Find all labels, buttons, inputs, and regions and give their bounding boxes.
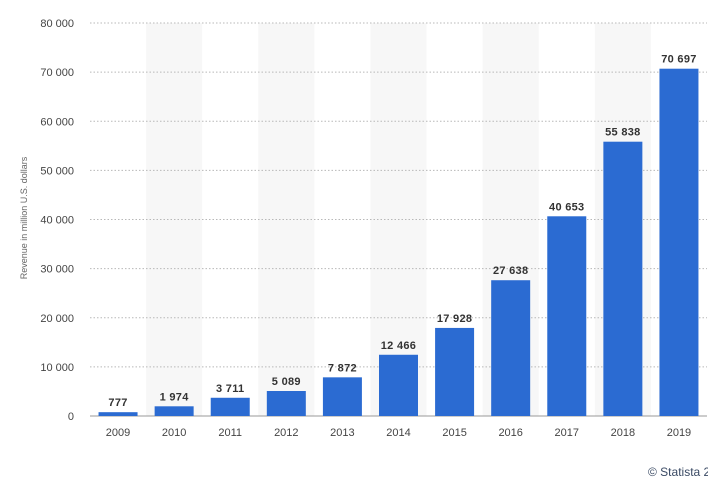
- bars: [98, 68, 699, 416]
- x-tick-label-2013: 2013: [330, 427, 354, 439]
- x-tick-label-2011: 2011: [218, 427, 242, 439]
- y-axis-title: Revenue in million U.S. dollars: [19, 156, 29, 279]
- y-tick-label: 10 000: [40, 362, 74, 374]
- bar-2012: [266, 391, 306, 416]
- data-label-2019: 70 697: [661, 54, 696, 66]
- bar-2014: [379, 354, 418, 416]
- y-tick-label: 20 000: [40, 313, 74, 325]
- data-label-2010: 1 974: [160, 391, 190, 403]
- data-label-2011: 3 711: [216, 383, 244, 395]
- x-tick-label-2017: 2017: [555, 427, 579, 439]
- data-label-2016: 27 638: [493, 265, 528, 277]
- data-label-2017: 40 653: [549, 201, 584, 213]
- data-label-2013: 7 872: [328, 362, 357, 374]
- y-tick-label: 40 000: [40, 215, 74, 227]
- bar-2018: [603, 141, 643, 416]
- x-tick-label-2015: 2015: [442, 427, 466, 439]
- x-tick-label-2012: 2012: [274, 427, 298, 439]
- x-tick-label-2018: 2018: [611, 427, 635, 439]
- bar-2013: [322, 377, 362, 416]
- data-label-2015: 17 928: [437, 313, 472, 325]
- x-axis-ticks: 2009 2010 2011 2012 2013 2014 2015 2016 2017 2018…: [106, 427, 691, 439]
- bar-2019: [659, 68, 699, 416]
- x-tick-label-2014: 2014: [386, 427, 410, 439]
- y-tick-label: 0: [68, 411, 74, 423]
- bar-2015: [435, 327, 475, 416]
- y-tick-label: 70 000: [40, 67, 74, 79]
- data-label-2018: 55 838: [605, 127, 640, 139]
- y-tick-label: 50 000: [40, 165, 74, 177]
- data-label-2009: 777: [108, 397, 127, 409]
- bar-2010: [154, 406, 194, 416]
- data-labels: 777 1 974 3 711 5 089 7 872 12 466 17 928 27 63…: [108, 54, 696, 409]
- bar-2017: [547, 216, 587, 416]
- x-tick-label-2009: 2009: [106, 427, 130, 439]
- y-tick-label: 60 000: [40, 116, 74, 128]
- y-tick-label: 80 000: [40, 18, 74, 30]
- bar-2011: [210, 397, 250, 416]
- bar-2009: [98, 412, 138, 416]
- x-tick-label-2016: 2016: [498, 427, 522, 439]
- x-tick-label-2019: 2019: [667, 427, 691, 439]
- x-tick-label-2010: 2010: [162, 427, 186, 439]
- y-axis-ticks: 0 10 000 20 000 30 000 40 000 50 000 60 000 70 …: [40, 18, 74, 423]
- statista-credit[interactable]: © Statista 2: [648, 465, 708, 479]
- bar-2016: [491, 280, 531, 416]
- data-label-2014: 12 466: [381, 340, 416, 352]
- data-label-2012: 5 089: [272, 376, 301, 388]
- y-tick-label: 30 000: [40, 264, 74, 276]
